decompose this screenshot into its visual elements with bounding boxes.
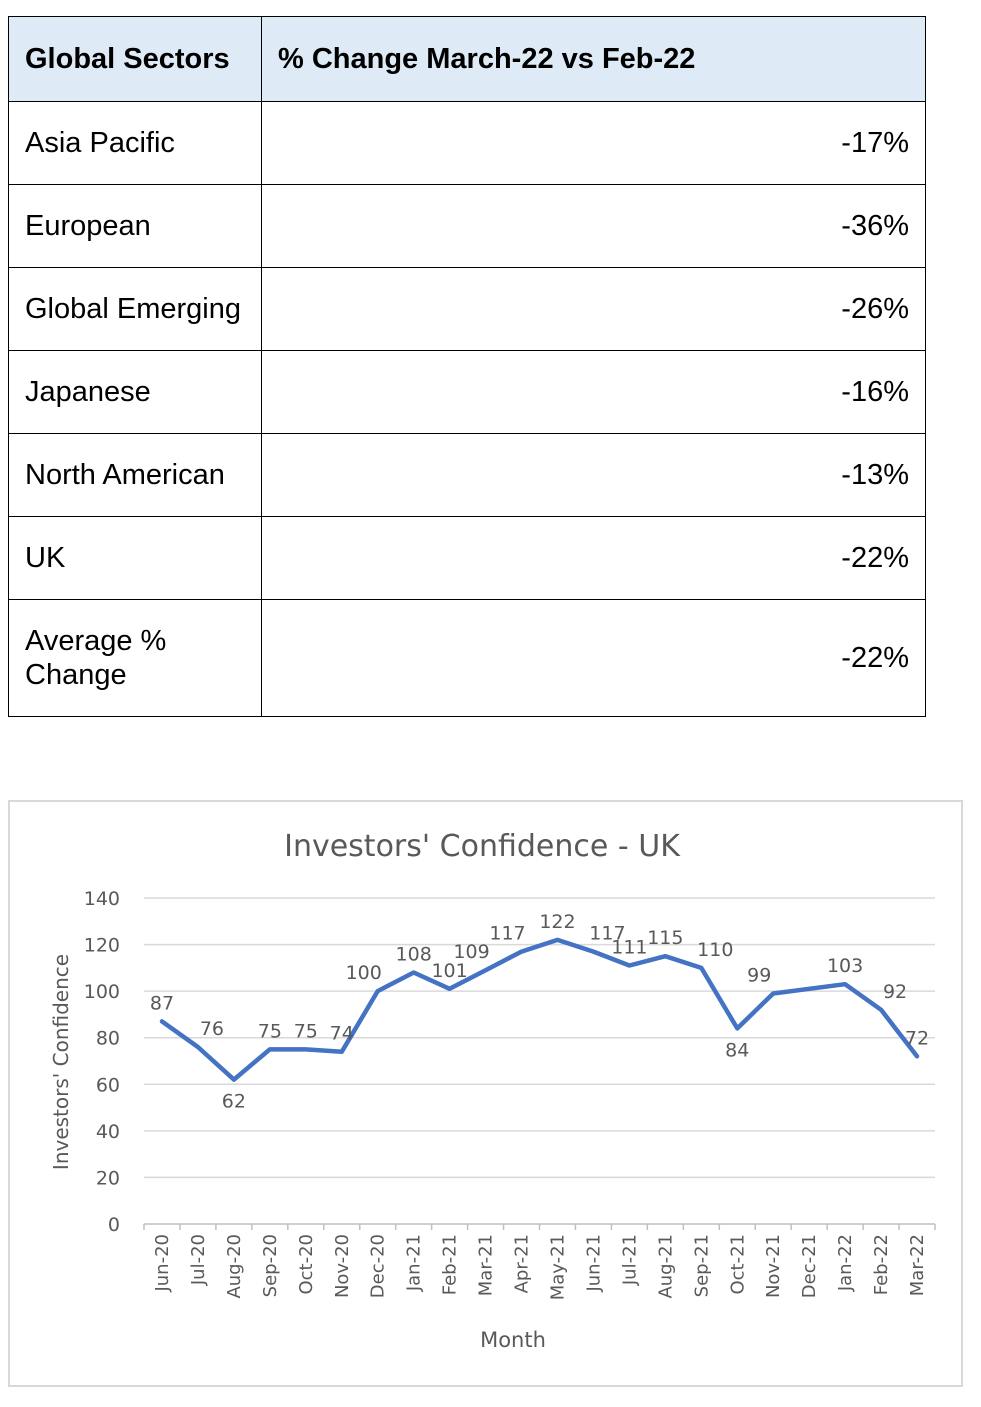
- sector-name: Japanese: [8, 350, 262, 434]
- table-row: Asia Pacific -17%: [8, 101, 926, 185]
- x-tick-label: Aug-21: [655, 1234, 676, 1299]
- table-row-average: Average % Change -22%: [8, 599, 926, 717]
- data-label: 117: [489, 923, 525, 945]
- data-label: 74: [330, 1023, 354, 1045]
- data-label: 76: [200, 1018, 224, 1040]
- x-tick-label: Sep-20: [260, 1234, 281, 1297]
- y-tick-label: 120: [84, 935, 120, 957]
- x-tick-label: Jan-21: [404, 1234, 425, 1292]
- data-label: 110: [697, 939, 733, 961]
- table-row: UK -22%: [8, 516, 926, 600]
- x-tick-label: Sep-21: [691, 1234, 712, 1297]
- data-label: 109: [453, 941, 489, 963]
- x-tick-label: Jun-21: [583, 1234, 604, 1293]
- chart-title: Investors' Confidence - UK: [284, 829, 681, 864]
- data-label: 75: [294, 1020, 318, 1042]
- sector-change: -26%: [261, 267, 926, 351]
- x-tick-label: Mar-22: [907, 1234, 928, 1296]
- x-tick-label: Dec-21: [799, 1234, 820, 1298]
- data-label: 62: [222, 1091, 246, 1113]
- x-tick-label: Apr-21: [512, 1234, 533, 1293]
- y-tick-label: 80: [96, 1028, 120, 1050]
- y-tick-label: 60: [96, 1074, 120, 1096]
- data-label: 72: [905, 1027, 929, 1049]
- sector-change: -17%: [261, 101, 926, 185]
- sector-name: Global Emerging: [8, 267, 262, 351]
- x-tick-label: Jul-21: [619, 1234, 640, 1286]
- data-label: 75: [258, 1020, 282, 1042]
- x-tick-label: Jan-22: [835, 1234, 856, 1292]
- header-percent-change: % Change March-22 vs Feb-22: [261, 16, 926, 102]
- data-label: 100: [346, 962, 382, 984]
- y-tick-label: 20: [96, 1167, 120, 1189]
- data-label: 115: [647, 927, 683, 949]
- data-label: 87: [150, 992, 174, 1014]
- y-tick-label: 40: [96, 1121, 120, 1143]
- x-tick-label: Aug-20: [224, 1234, 245, 1299]
- y-axis-title: Investors' Confidence: [49, 954, 73, 1170]
- sector-change: -13%: [261, 433, 926, 517]
- sector-name: UK: [8, 516, 262, 600]
- data-label: 101: [431, 960, 467, 982]
- x-tick-label: Oct-20: [296, 1234, 317, 1295]
- x-tick-label: Feb-22: [871, 1234, 892, 1295]
- sector-change: -36%: [261, 184, 926, 268]
- data-label: 92: [883, 981, 907, 1003]
- data-label: 108: [396, 944, 432, 966]
- table-row: Global Emerging -26%: [8, 267, 926, 351]
- x-tick-label: Jul-20: [188, 1234, 209, 1286]
- x-tick-label: May-21: [547, 1234, 568, 1300]
- data-label: 84: [725, 1039, 749, 1061]
- y-axis-ticks: 0 20 40 60 80 100 120 140: [84, 888, 120, 1236]
- sector-name: European: [8, 184, 262, 268]
- sector-change: -22%: [261, 516, 926, 600]
- average-change: -22%: [261, 599, 926, 717]
- y-tick-label: 140: [84, 888, 120, 910]
- series-path: [159, 937, 920, 1082]
- x-tick-label: Feb-21: [440, 1234, 461, 1295]
- x-axis-title: Month: [480, 1328, 546, 1352]
- x-tick-label: Oct-21: [727, 1234, 748, 1295]
- series-line: [159, 937, 920, 1082]
- sector-change-table: Global Sectors % Change March-22 vs Feb-…: [8, 16, 926, 717]
- average-label: Average % Change: [8, 599, 262, 717]
- x-tick-label: Nov-20: [332, 1234, 353, 1298]
- x-tick-label: Nov-21: [763, 1234, 784, 1298]
- table-header-row: Global Sectors % Change March-22 vs Feb-…: [8, 16, 926, 102]
- table-row: Japanese -16%: [8, 350, 926, 434]
- sector-name: Asia Pacific: [8, 101, 262, 185]
- investors-confidence-chart: Investors' Confidence - UK 0 20 40 60 80 100 1…: [8, 800, 963, 1387]
- x-tick-label: Jun-20: [152, 1234, 173, 1293]
- table-row: European -36%: [8, 184, 926, 268]
- sector-change: -16%: [261, 350, 926, 434]
- x-tick-label: Dec-20: [368, 1234, 389, 1298]
- data-label: 122: [539, 911, 575, 933]
- data-label: 103: [827, 955, 863, 977]
- line-chart: Investors' Confidence - UK 0 20 40 60 80 100 1…: [49, 829, 936, 1352]
- x-axis: Jun-20 Jul-20 Aug-20 Sep-20 Oct-20 Nov-20 Dec-…: [143, 1223, 936, 1300]
- y-tick-label: 0: [108, 1214, 120, 1236]
- sector-name: North American: [8, 433, 262, 517]
- data-label: 117: [589, 923, 625, 945]
- header-global-sectors: Global Sectors: [8, 16, 262, 102]
- table-row: North American -13%: [8, 433, 926, 517]
- data-label: 99: [747, 964, 771, 986]
- y-tick-label: 100: [84, 981, 120, 1003]
- x-tick-label: Mar-21: [476, 1234, 497, 1296]
- data-label: 111: [611, 937, 647, 959]
